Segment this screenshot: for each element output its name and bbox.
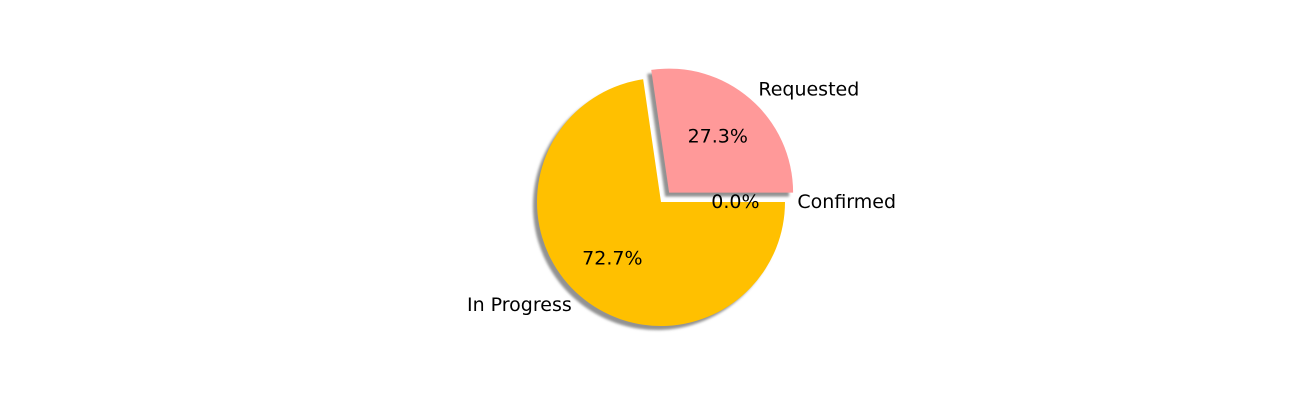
- slice-label-in-progress: In Progress: [467, 294, 572, 316]
- percent-labels: 0.0% 27.3% 72.7%: [582, 125, 759, 269]
- percent-label-requested: 27.3%: [688, 125, 748, 147]
- percent-label-confirmed: 0.0%: [711, 191, 759, 213]
- pie-slice-requested: [651, 68, 794, 193]
- slices: [536, 68, 794, 327]
- slice-label-confirmed: Confirmed: [797, 191, 896, 213]
- percent-label-in-progress: 72.7%: [582, 247, 642, 269]
- slice-labels: Confirmed Requested In Progress: [467, 78, 896, 316]
- slice-label-requested: Requested: [758, 78, 859, 100]
- pie-slice-in-progress: [536, 79, 785, 327]
